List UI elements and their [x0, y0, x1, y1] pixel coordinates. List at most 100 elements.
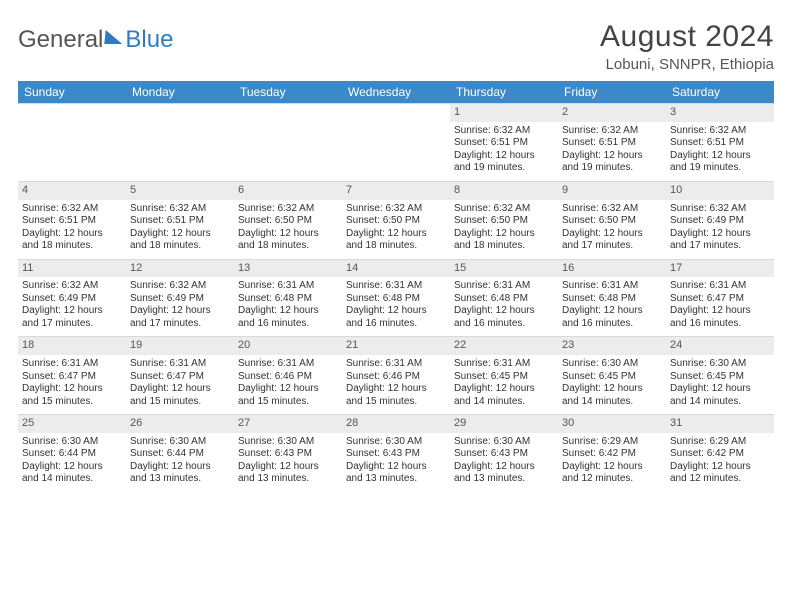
sunset-text: Sunset: 6:51 PM: [130, 215, 230, 228]
daylight2-text: and 18 minutes.: [22, 240, 122, 253]
daylight1-text: Daylight: 12 hours: [562, 228, 662, 241]
calendar-day-cell: 10Sunrise: 6:32 AMSunset: 6:49 PMDayligh…: [666, 181, 774, 259]
day-number: 6: [234, 182, 342, 200]
sunrise-text: Sunrise: 6:31 AM: [346, 358, 446, 371]
month-title: August 2024: [600, 20, 774, 54]
daylight1-text: Daylight: 12 hours: [22, 461, 122, 474]
day-number: 3: [666, 104, 774, 122]
sunrise-text: Sunrise: 6:32 AM: [670, 125, 770, 138]
calendar-day-cell: 30Sunrise: 6:29 AMSunset: 6:42 PMDayligh…: [558, 415, 666, 492]
sunrise-text: Sunrise: 6:31 AM: [238, 358, 338, 371]
sunset-text: Sunset: 6:50 PM: [346, 215, 446, 228]
daylight2-text: and 13 minutes.: [238, 473, 338, 486]
day-header: Wednesday: [342, 81, 450, 104]
daylight1-text: Daylight: 12 hours: [238, 461, 338, 474]
day-number: 10: [666, 182, 774, 200]
sunset-text: Sunset: 6:42 PM: [562, 448, 662, 461]
calendar-day-cell: 25 Sunrise: 6:30 AMSunset: 6:44 PMDayligh…: [18, 415, 126, 492]
calendar-day-cell: [18, 104, 126, 182]
calendar-day-cell: [234, 104, 342, 182]
daylight1-text: Daylight: 12 hours: [346, 461, 446, 474]
day-number: 29: [450, 415, 558, 433]
daylight1-text: Daylight: 12 hours: [130, 461, 230, 474]
sunrise-text: Sunrise: 6:30 AM: [562, 358, 662, 371]
sunrise-text: Sunrise: 6:31 AM: [670, 280, 770, 293]
daylight1-text: Daylight: 12 hours: [562, 305, 662, 318]
day-number: 11: [18, 260, 126, 278]
daylight2-text: and 16 minutes.: [346, 318, 446, 331]
day-number: 14: [342, 260, 450, 278]
daylight1-text: Daylight: 12 hours: [562, 383, 662, 396]
sunrise-text: Sunrise: 6:32 AM: [670, 203, 770, 216]
calendar-day-cell: 29Sunrise: 6:30 AMSunset: 6:43 PMDayligh…: [450, 415, 558, 492]
sunset-text: Sunset: 6:47 PM: [130, 371, 230, 384]
day-number: 4: [18, 182, 126, 200]
sunrise-text: Sunrise: 6:29 AM: [562, 436, 662, 449]
daylight2-text: and 16 minutes.: [670, 318, 770, 331]
daylight1-text: Daylight: 12 hours: [346, 305, 446, 318]
daylight2-text: and 14 minutes.: [454, 396, 554, 409]
day-number: 21: [342, 337, 450, 355]
day-number: 18: [18, 337, 126, 355]
calendar-day-cell: [126, 104, 234, 182]
daylight1-text: Daylight: 12 hours: [454, 461, 554, 474]
sunset-text: Sunset: 6:49 PM: [130, 293, 230, 306]
sunrise-text: Sunrise: 6:31 AM: [238, 280, 338, 293]
day-number: 12: [126, 260, 234, 278]
sunrise-text: Sunrise: 6:30 AM: [22, 436, 122, 449]
day-number: 9: [558, 182, 666, 200]
daylight1-text: Daylight: 12 hours: [670, 305, 770, 318]
daylight2-text: and 19 minutes.: [562, 162, 662, 175]
daylight1-text: Daylight: 12 hours: [22, 305, 122, 318]
daylight1-text: Daylight: 12 hours: [670, 228, 770, 241]
sunset-text: Sunset: 6:51 PM: [670, 137, 770, 150]
daylight2-text: and 13 minutes.: [454, 473, 554, 486]
calendar-day-cell: 20Sunrise: 6:31 AMSunset: 6:46 PMDayligh…: [234, 337, 342, 415]
calendar-day-cell: 4Sunrise: 6:32 AMSunset: 6:51 PMDaylight…: [18, 181, 126, 259]
daylight2-text: and 13 minutes.: [130, 473, 230, 486]
sunrise-text: Sunrise: 6:31 AM: [346, 280, 446, 293]
daylight2-text: and 16 minutes.: [454, 318, 554, 331]
page-header: General Blue August 2024 Lobuni, SNNPR, …: [18, 20, 774, 73]
calendar-day-cell: [342, 104, 450, 182]
calendar-day-cell: 26Sunrise: 6:30 AMSunset: 6:44 PMDayligh…: [126, 415, 234, 492]
day-number: 26: [126, 415, 234, 433]
day-number: 1: [450, 104, 558, 122]
daylight2-text: and 15 minutes.: [238, 396, 338, 409]
sunset-text: Sunset: 6:48 PM: [238, 293, 338, 306]
sunrise-text: Sunrise: 6:32 AM: [22, 280, 122, 293]
calendar-day-cell: 12Sunrise: 6:32 AMSunset: 6:49 PMDayligh…: [126, 259, 234, 337]
daylight2-text: and 18 minutes.: [454, 240, 554, 253]
sunset-text: Sunset: 6:50 PM: [562, 215, 662, 228]
sunrise-text: Sunrise: 6:32 AM: [346, 203, 446, 216]
daylight2-text: and 12 minutes.: [562, 473, 662, 486]
daylight1-text: Daylight: 12 hours: [670, 150, 770, 163]
calendar-day-cell: 16Sunrise: 6:31 AMSunset: 6:48 PMDayligh…: [558, 259, 666, 337]
daylight2-text: and 12 minutes.: [670, 473, 770, 486]
sunrise-text: Sunrise: 6:32 AM: [562, 125, 662, 138]
calendar-table: Sunday Monday Tuesday Wednesday Thursday…: [18, 81, 774, 492]
sunset-text: Sunset: 6:51 PM: [22, 215, 122, 228]
sunset-text: Sunset: 6:44 PM: [130, 448, 230, 461]
daylight2-text: and 15 minutes.: [130, 396, 230, 409]
daylight2-text: and 17 minutes.: [130, 318, 230, 331]
calendar-day-cell: 27Sunrise: 6:30 AMSunset: 6:43 PMDayligh…: [234, 415, 342, 492]
sunset-text: Sunset: 6:47 PM: [670, 293, 770, 306]
daylight2-text: and 13 minutes.: [346, 473, 446, 486]
logo-text-blue: Blue: [125, 26, 173, 54]
calendar-day-cell: 15Sunrise: 6:31 AMSunset: 6:48 PMDayligh…: [450, 259, 558, 337]
sunset-text: Sunset: 6:44 PM: [22, 448, 122, 461]
calendar-week-row: 4Sunrise: 6:32 AMSunset: 6:51 PMDaylight…: [18, 181, 774, 259]
day-number: 25: [18, 415, 126, 433]
sunset-text: Sunset: 6:49 PM: [22, 293, 122, 306]
calendar-day-cell: 6Sunrise: 6:32 AMSunset: 6:50 PMDaylight…: [234, 181, 342, 259]
day-number: 23: [558, 337, 666, 355]
calendar-day-cell: 22Sunrise: 6:31 AMSunset: 6:45 PMDayligh…: [450, 337, 558, 415]
day-header: Thursday: [450, 81, 558, 104]
day-header: Tuesday: [234, 81, 342, 104]
day-number: 22: [450, 337, 558, 355]
daylight1-text: Daylight: 12 hours: [130, 228, 230, 241]
day-number: 24: [666, 337, 774, 355]
daylight1-text: Daylight: 12 hours: [562, 461, 662, 474]
day-number: 16: [558, 260, 666, 278]
